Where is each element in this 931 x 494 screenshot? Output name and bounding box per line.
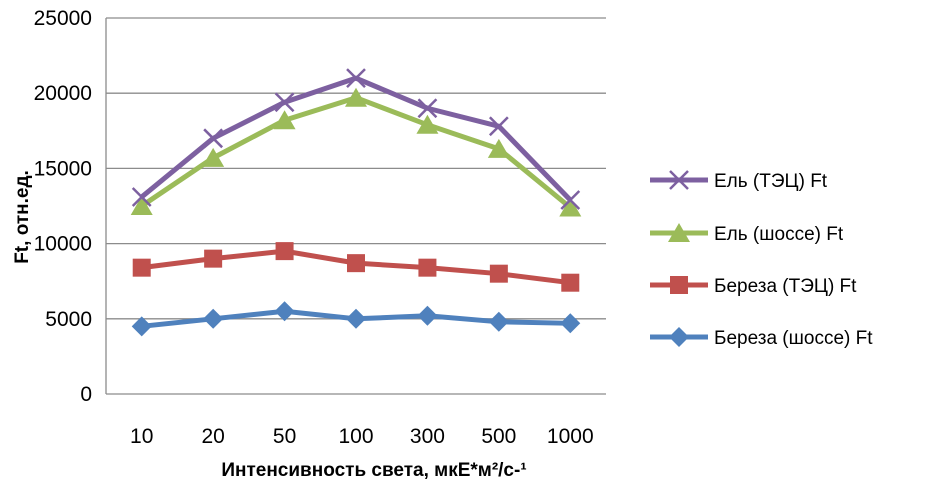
x-tick-label: 20 (201, 425, 224, 448)
legend-item: Ель (ТЭЦ) Ft (650, 170, 828, 192)
marker-point (560, 313, 581, 334)
legend-label: Ель (ТЭЦ) Ft (714, 171, 828, 192)
series-1 (131, 68, 581, 210)
legend-item: Береза (ТЭЦ) Ft (650, 276, 857, 297)
marker-point (346, 68, 366, 89)
marker-point (416, 114, 439, 134)
y-tick-label: 25000 (34, 7, 92, 30)
series-4 (131, 301, 581, 337)
marker-point (274, 301, 295, 322)
y-tick-label: 5000 (45, 308, 92, 331)
marker-point (202, 147, 225, 167)
x-tick-label: 100 (338, 425, 373, 448)
marker-point (345, 87, 367, 107)
marker-point (417, 305, 438, 326)
marker-point (561, 273, 580, 292)
marker-point (130, 196, 153, 215)
legend: Ель (ТЭЦ) Ft Ель (шоссе) Ft Береза (ТЭЦ) F… (650, 170, 873, 349)
y-axis-title: Ft, отн.ед. (12, 170, 33, 264)
series-2 (130, 87, 582, 217)
marker-legend (669, 327, 689, 347)
legend-label: Береза (ТЭЦ) Ft (714, 276, 857, 297)
marker-point (346, 308, 366, 329)
marker-legend (669, 170, 689, 190)
y-tick-label: 15000 (34, 157, 92, 180)
x-tick-label: 500 (481, 425, 516, 448)
marker-point (417, 98, 438, 119)
marker-point (488, 311, 509, 332)
y-tick-label: 10000 (34, 233, 92, 256)
marker-point (487, 138, 510, 158)
x-tick-label: 50 (273, 425, 296, 448)
marker-legend (670, 276, 688, 294)
legend-item: Береза (шоссе) Ft (650, 327, 873, 349)
legend-label: Береза (шоссе) Ft (714, 328, 873, 349)
marker-point (488, 116, 509, 137)
marker-point (275, 242, 294, 261)
x-tick-label: 1000 (547, 425, 594, 448)
marker-point (131, 316, 152, 337)
marker-point (131, 187, 152, 207)
x-tick-label: 10 (130, 425, 153, 448)
legend-label: Ель (шоссе) Ft (714, 224, 844, 245)
marker-point (273, 110, 296, 130)
marker-point (204, 249, 223, 268)
series-3 (132, 242, 580, 292)
x-tick-labels: 10 20 50 100 300 500 1000 (130, 425, 594, 448)
marker-point (347, 254, 365, 273)
marker-point (274, 92, 295, 113)
marker-point (203, 308, 224, 329)
marker-point (489, 264, 508, 283)
marker-point (560, 190, 581, 210)
marker-point (203, 128, 224, 149)
y-tick-label: 20000 (34, 82, 92, 105)
marker-point (132, 258, 151, 277)
marker-legend (668, 223, 690, 242)
legend-item: Ель (шоссе) Ft (650, 223, 844, 245)
x-tick-label: 300 (410, 425, 445, 448)
marker-point (559, 197, 582, 217)
gridlines (105, 17, 606, 395)
y-tick-labels: 0 5000 10000 15000 20000 25000 (34, 7, 92, 406)
series-layer (130, 68, 582, 337)
marker-point (418, 258, 437, 277)
y-tick-label: 0 (80, 383, 92, 406)
x-axis-title: Интенсивность света, мкЕ*м²/с-¹ (221, 460, 526, 481)
